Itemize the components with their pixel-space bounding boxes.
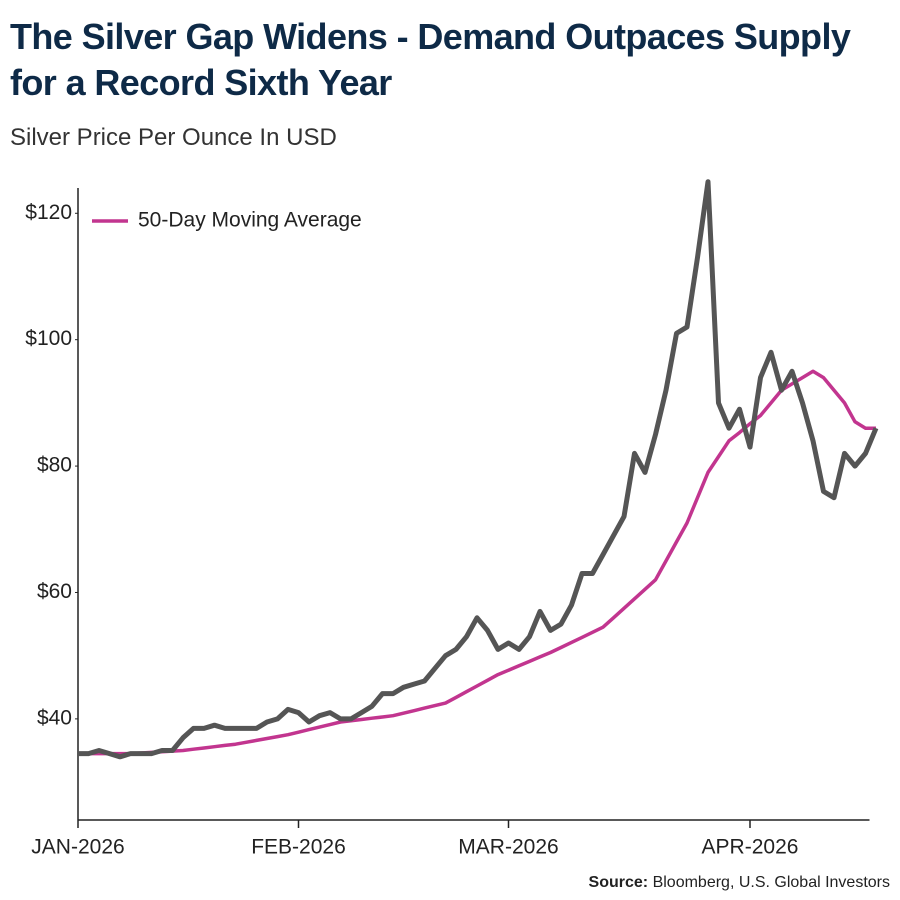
y-tick-label: $120: [25, 201, 72, 224]
chart-subtitle: Silver Price Per Ounce In USD: [10, 124, 337, 151]
y-tick-label: $60: [37, 580, 72, 603]
x-tick-label: JAN-2026: [31, 836, 124, 859]
source-label: Source:: [588, 874, 649, 891]
source: Source: Bloomberg, U.S. Global Investors: [589, 874, 890, 892]
series-line: [78, 369, 876, 756]
x-tick-label: MAR-2026: [458, 836, 558, 859]
chart-title: The Silver Gap Widens - Demand Outpaces …: [10, 16, 851, 103]
legend-label: 50-Day Moving Average: [138, 209, 362, 232]
y-tick-label: $40: [37, 706, 72, 729]
y-tick-label: $100: [25, 327, 72, 350]
y-tick-label: $80: [37, 454, 72, 477]
x-tick-label: APR-2026: [702, 836, 799, 859]
series-line: [78, 179, 879, 760]
source-text: Bloomberg, U.S. Global Investors: [652, 874, 890, 891]
x-tick-label: FEB-2026: [251, 836, 346, 859]
